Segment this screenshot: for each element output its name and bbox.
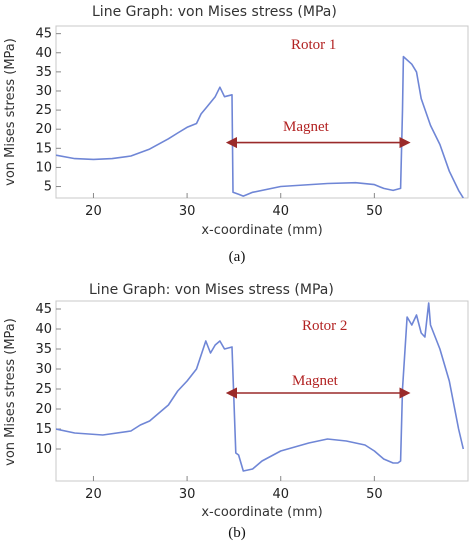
- chart-a-y-tick-label: 30: [35, 84, 52, 99]
- chart-panel-b: Line Graph: von Mises stress (MPa) 20 30 4…: [3, 282, 469, 541]
- chart-a-y-axis-label: von Mises stress (MPa): [3, 38, 18, 186]
- chart-b-plot-area: 20 30 40 50 10 15 20 25 30 35 40 45: [35, 302, 465, 502]
- chart-a-title: Line Graph: von Mises stress (MPa): [92, 4, 337, 20]
- chart-b-x-tick-label: 40: [272, 487, 289, 502]
- chart-b-frame: [55, 300, 469, 482]
- chart-a-y-tick-label: 20: [35, 122, 52, 137]
- chart-b-x-axis-label: x-coordinate (mm): [201, 505, 322, 520]
- chart-a-frame: [55, 25, 469, 199]
- chart-b-rotor-label: Rotor 2: [302, 318, 347, 334]
- chart-b-x-tick-label: 50: [366, 487, 383, 502]
- chart-a-y-tick-label: 45: [35, 27, 52, 42]
- chart-a-plot-area: 20 30 40 50 5 10 15 20 25 30 35 40 45: [35, 27, 464, 219]
- chart-a-y-tick-label: 5: [44, 180, 52, 195]
- chart-a-y-tick-label: 35: [35, 65, 52, 80]
- chart-b-x-tick-label: 20: [85, 487, 102, 502]
- chart-panel-a: Line Graph: von Mises stress (MPa) 20 30 4…: [3, 4, 469, 265]
- chart-b-magnet-label: Magnet: [292, 373, 339, 389]
- chart-b-y-axis-label: von Mises stress (MPa): [3, 318, 18, 466]
- chart-b-y-tick-label: 30: [35, 362, 52, 377]
- chart-a-x-tick-label: 40: [272, 204, 289, 219]
- chart-a-y-tick-label: 15: [35, 141, 52, 156]
- chart-a-y-tick-label: 10: [35, 160, 52, 175]
- chart-b-y-tick-label: 10: [35, 442, 52, 457]
- chart-a-caption: (a): [229, 249, 246, 265]
- chart-b-x-tick-label: 30: [179, 487, 196, 502]
- chart-a-x-tick-label: 20: [85, 204, 102, 219]
- chart-a-y-tick-label: 40: [35, 46, 52, 61]
- chart-a-x-axis-label: x-coordinate (mm): [201, 223, 322, 238]
- chart-a-rotor-label: Rotor 1: [291, 37, 336, 53]
- chart-a-x-tick-label: 30: [179, 204, 196, 219]
- chart-b-series-line: [56, 302, 465, 472]
- chart-b-y-tick-label: 25: [35, 382, 52, 397]
- chart-a-x-tick-label: 50: [366, 204, 383, 219]
- chart-b-y-tick-label: 45: [35, 302, 52, 317]
- chart-a-series-line: [56, 55, 464, 198]
- chart-b-y-tick-label: 20: [35, 402, 52, 417]
- chart-a-magnet-label: Magnet: [283, 119, 330, 135]
- chart-b-y-tick-label: 40: [35, 322, 52, 337]
- chart-b-y-tick-label: 35: [35, 342, 52, 357]
- chart-a-y-tick-label: 25: [35, 103, 52, 118]
- chart-b-caption: (b): [228, 525, 246, 541]
- chart-b-y-tick-label: 15: [35, 422, 52, 437]
- chart-b-title: Line Graph: von Mises stress (MPa): [89, 282, 334, 298]
